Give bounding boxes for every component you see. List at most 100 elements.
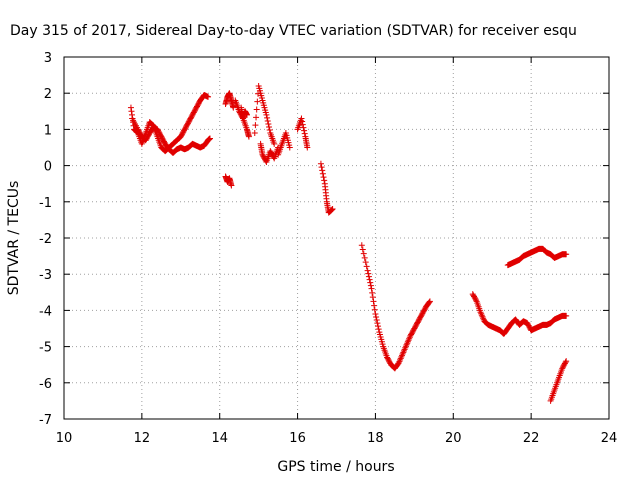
data-point [562,359,569,366]
data-point [373,317,380,324]
data-point [361,254,368,261]
data-point [266,127,273,134]
data-point [320,174,327,181]
x-tick-label: 24 [601,431,618,446]
data-point [366,276,373,283]
y-tick-label: -1 [39,196,52,211]
data-point [128,108,135,115]
x-tick-label: 12 [134,431,151,446]
y-tick-label: 3 [44,51,52,66]
data-point [251,130,258,137]
data-point [253,106,260,113]
series-arc13 [469,291,570,337]
data-point [372,311,379,318]
data-point [359,246,366,253]
data-point [264,114,271,121]
series-arc4 [222,90,237,111]
x-tick-label: 20 [445,431,462,446]
series-arc6 [238,104,250,122]
data-point [243,111,250,118]
data-point [304,144,311,151]
data-point [319,167,326,174]
data-point [328,206,335,213]
data-point [371,306,378,313]
series-arc11 [317,160,336,216]
series-arc7 [251,82,278,147]
data-point [319,170,326,177]
data-point [271,140,278,147]
data-point [317,160,324,167]
data-point [266,123,273,130]
x-tick-label: 22 [523,431,540,446]
data-point [363,263,370,270]
y-tick-label: -2 [39,232,52,247]
series-arc3 [222,173,235,189]
data-point [321,177,328,184]
data-point [299,121,306,128]
series-arc14 [504,245,570,269]
data-point [472,297,479,304]
data-point [563,358,570,365]
y-tick-label: -3 [39,268,52,283]
data-point [254,90,261,97]
data-point [300,124,307,131]
data-point [286,144,293,151]
data-point [253,114,260,121]
y-tick-label: 1 [44,123,52,138]
data-point [328,207,335,214]
series-arc2 [129,115,213,156]
y-tick-label: -6 [39,377,52,392]
data-point [127,104,134,111]
data-point [360,250,367,257]
data-point [318,164,325,171]
data-point [563,312,570,319]
x-tick-label: 16 [289,431,306,446]
data-point [205,93,212,100]
y-tick-label: 0 [44,160,52,175]
data-point [298,115,305,122]
y-tick-label: -7 [39,413,52,428]
x-tick-label: 14 [211,431,228,446]
data-point [245,133,252,140]
grid-lines [64,57,609,419]
data-point [265,120,272,127]
series-arc9 [275,130,293,158]
data-point [369,294,376,301]
data-point [301,130,308,137]
series-arc10 [294,115,311,151]
data-point [264,117,271,124]
data-point [369,289,376,296]
y-tick-label: -4 [39,304,52,319]
data-point [367,282,374,289]
x-tick-label: 18 [367,431,384,446]
data-point [374,320,381,327]
data-point [563,251,570,258]
data-point [252,122,259,129]
series-arc15 [547,358,570,404]
data-points [127,82,570,404]
data-point [371,302,378,309]
y-tick-label: 2 [44,87,52,102]
data-point [299,118,306,125]
x-tick-label: 10 [56,431,73,446]
data-point [368,285,375,292]
series-arc12 [358,242,433,372]
data-point [364,267,371,274]
data-point [367,279,374,286]
data-point [362,259,369,266]
data-point [370,298,377,305]
data-point [358,242,365,249]
data-point [301,127,308,134]
x-axis-label: GPS time / hours [277,459,394,475]
data-point [373,314,380,321]
data-point [206,135,213,142]
y-tick-label: -5 [39,341,52,356]
data-point [426,299,433,306]
data-point [365,273,372,280]
y-axis-label: SDTVAR / TECUs [6,181,22,296]
data-point [426,298,433,305]
data-point [329,206,336,213]
data-point [228,182,235,189]
